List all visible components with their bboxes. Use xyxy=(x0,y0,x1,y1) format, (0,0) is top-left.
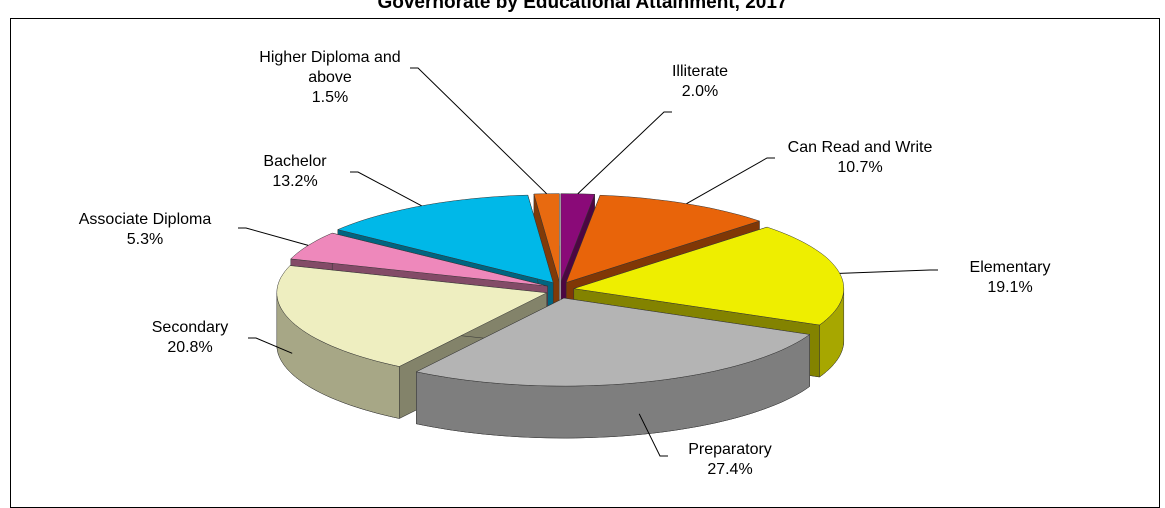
value-label: 20.8% xyxy=(167,339,213,356)
leader-line xyxy=(686,157,775,205)
page: Governorate by Educational Attainment, 2… xyxy=(10,0,1160,508)
value-label: 19.1% xyxy=(987,279,1033,296)
leader-line xyxy=(410,67,547,195)
category-label: Associate Diploma xyxy=(78,211,212,228)
category-label: Can Read and Write xyxy=(787,139,933,156)
leader-line xyxy=(577,111,672,195)
chart xyxy=(238,67,938,457)
chart-title: Governorate by Educational Attainment, 2… xyxy=(377,0,788,13)
slice xyxy=(415,297,811,387)
leader-line xyxy=(638,413,668,457)
category-label: Higher Diploma and above xyxy=(259,49,401,86)
leader-line xyxy=(839,269,938,274)
leader-line xyxy=(350,171,422,207)
slice xyxy=(276,265,548,367)
slice xyxy=(573,226,845,326)
value-label: 2.0% xyxy=(681,83,719,100)
value-label: 13.2% xyxy=(272,173,318,190)
leader-line xyxy=(248,337,293,354)
value-label: 1.5% xyxy=(311,89,349,106)
category-label: Elementary xyxy=(969,259,1051,276)
category-label: Bachelor xyxy=(263,153,327,170)
category-label: Preparatory xyxy=(688,441,772,458)
value-label: 27.4% xyxy=(707,461,753,478)
category-label: Illiterate xyxy=(671,63,729,80)
value-label: 10.7% xyxy=(837,159,883,176)
value-label: 5.3% xyxy=(126,231,164,248)
category-label: Secondary xyxy=(151,319,229,336)
slice xyxy=(533,193,560,282)
leader-line xyxy=(238,227,309,246)
